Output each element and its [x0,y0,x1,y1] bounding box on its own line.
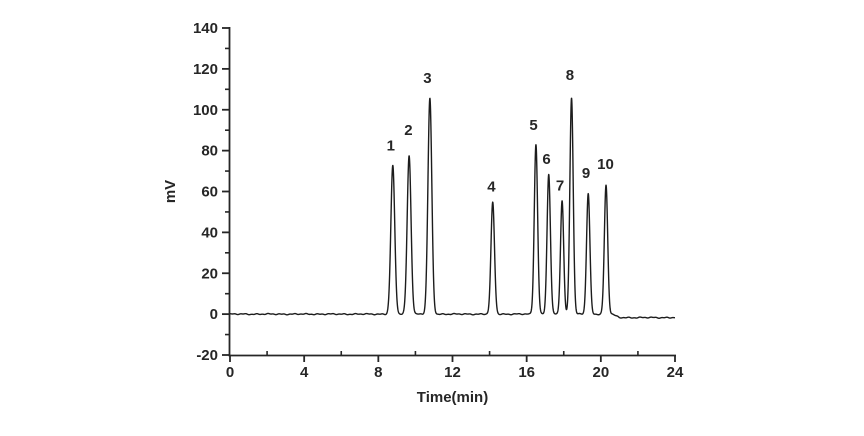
y-tick-label: 140 [193,20,218,37]
peak-label-9: 9 [582,165,590,182]
x-axis-ticks: 0 4 8 12 16 20 24 [226,351,684,381]
peak-label-7: 7 [556,177,564,194]
x-tick-label: 8 [374,364,382,381]
chromatogram-trace [229,97,676,319]
x-tick-label: 16 [518,364,535,381]
peak-labels: 12 3 4 567 8 9 10 [387,67,614,195]
peak-label-2: 2 [404,122,412,139]
x-tick-label: 4 [300,364,309,381]
axes [228,27,676,357]
y-tick-label: 40 [201,224,218,241]
y-axis-ticks: -20 0 20 40 60 80 100 120 140 [193,20,230,364]
peak-label-5: 5 [529,117,537,134]
y-tick-label: 100 [193,102,218,119]
peak-label-4: 4 [487,178,496,195]
x-tick-label: 24 [667,364,684,381]
x-axis-title: Time(min) [417,389,488,406]
y-tick-label: 80 [201,143,218,160]
peak-label-6: 6 [542,151,550,168]
x-tick-label: 0 [226,364,234,381]
y-tick-label: -20 [196,347,218,364]
peak-label-8: 8 [566,67,574,84]
y-tick-label: 20 [201,265,218,282]
y-tick-label: 60 [201,184,218,201]
peak-label-1: 1 [387,138,395,155]
peak-label-10: 10 [597,156,614,173]
peak-label-3: 3 [423,70,431,87]
y-axis-title: mV [162,180,179,203]
x-tick-label: 12 [444,364,461,381]
y-tick-label: 0 [210,306,218,323]
x-tick-label: 20 [592,364,609,381]
y-tick-label: 120 [193,61,218,78]
